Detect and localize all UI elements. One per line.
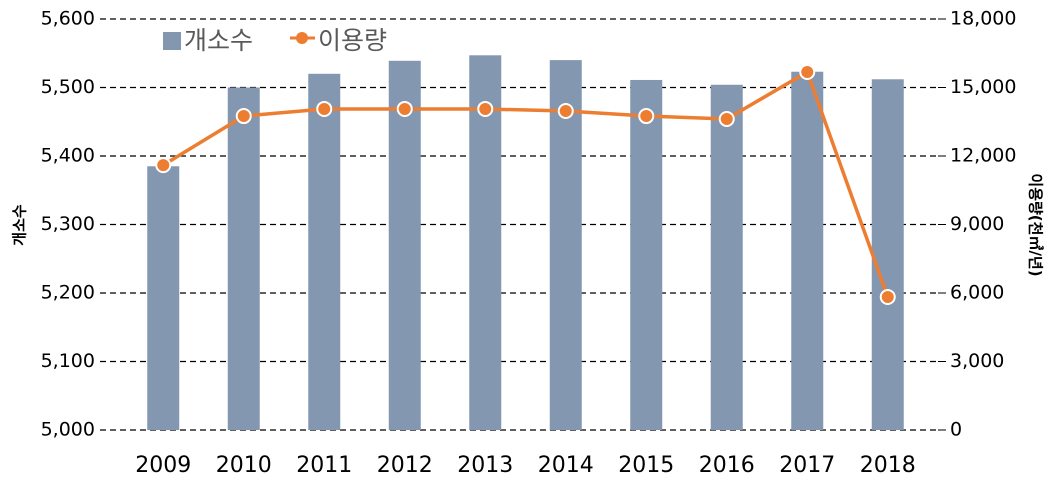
y2-tick-label: 0 [950,419,962,441]
y-tick-label: 5,200 [41,282,95,304]
point [235,108,252,125]
x-tick-label: 2011 [296,453,352,478]
y-tick-label: 5,100 [41,350,95,372]
point [799,63,816,80]
point [638,108,655,125]
point [477,100,494,117]
point [316,100,333,117]
y2-tick-label: 6,000 [950,282,1004,304]
x-tick-label: 2015 [618,453,674,478]
bar [388,60,421,430]
point [718,111,735,128]
bar [549,60,582,430]
y2-tick-label: 18,000 [950,8,1016,30]
x-tick-label: 2010 [216,453,272,478]
x-tick-label: 2014 [538,453,594,478]
y-tick-label: 5,500 [41,76,95,98]
legend-swatch [163,32,181,50]
point [155,157,172,174]
line [162,69,890,298]
bar [630,79,663,430]
y-tick-label: 5,400 [41,145,95,167]
y2-tick-label: 3,000 [950,350,1004,372]
x-tick-label: 2009 [135,453,191,478]
x-tick-label: 2013 [457,453,513,478]
point [879,288,896,305]
x-tick-label: 2018 [860,453,916,478]
legend-label: 이용량 [318,26,387,55]
bar [308,73,341,431]
y-tick-label: 5,300 [41,213,95,235]
bar [871,79,904,430]
y-axis-label: 개소수 [11,204,29,246]
bar [791,71,824,431]
point [396,100,413,117]
bar [227,87,260,430]
x-tick-label: 2017 [779,453,835,478]
point [557,103,574,120]
bar [147,166,180,430]
legend-dot [296,32,308,44]
y2-axis-label: 이용량(천㎥/년) [1027,173,1045,276]
y2-tick-label: 15,000 [950,76,1016,98]
x-tick-label: 2012 [377,453,433,478]
legend-label: 개소수 [184,26,253,55]
bar [710,84,743,430]
y-tick-label: 5,600 [41,8,95,30]
x-tick-label: 2016 [699,453,755,478]
y2-tick-label: 12,000 [950,145,1016,167]
y-tick-label: 5,000 [41,419,95,441]
bar [469,55,502,431]
y2-tick-label: 9,000 [950,213,1004,235]
